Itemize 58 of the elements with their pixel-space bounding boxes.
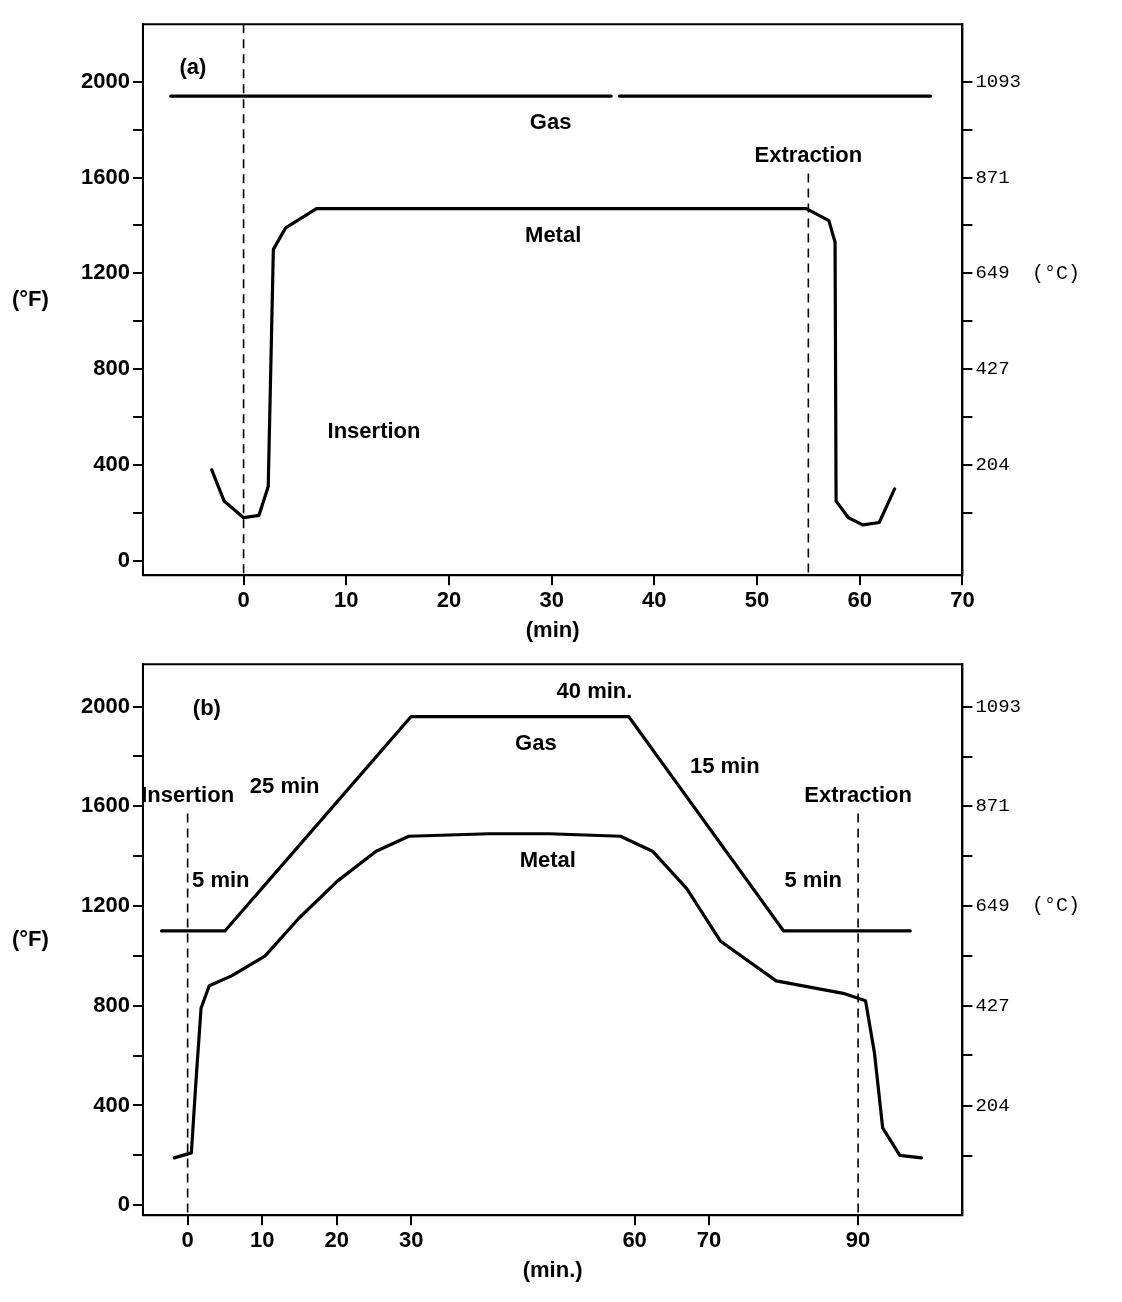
y-tick-label: 0 [117,546,130,572]
annotation: 40 min. [556,677,633,703]
x-tick-label: 10 [334,587,359,613]
x-tick-label: 50 [744,587,770,613]
y-axis-title: (°F) [12,285,49,311]
y-tick-label: 1200 [80,259,130,285]
series-label: Gas [529,109,572,135]
y-tick-label: 0 [117,1191,130,1217]
y-tick-label: 1200 [80,892,130,918]
y2-tick-label: 427 [975,358,1010,381]
x-tick-label: 60 [847,587,872,613]
series-label: Gas [515,729,557,755]
x-tick-label: 90 [845,1227,871,1253]
annotation: 25 min [249,772,320,798]
y-tick-label: 400 [93,451,130,477]
y2-tick-label: 871 [975,795,1010,818]
x-tick-label: 70 [696,1227,722,1253]
y-tick-label: 1600 [80,163,130,189]
y-tick-label: 1600 [80,792,130,818]
annotation: 5 min [192,867,250,893]
annotation: 5 min [784,867,842,893]
y-axis-title: (°F) [12,925,49,951]
ref-line-label: Extraction [754,142,863,168]
x-axis-title: (min) [525,616,580,642]
x-tick-label: 70 [950,587,975,613]
series-label: Metal [525,221,582,247]
x-tick-label: 0 [237,587,250,613]
x-tick-label: 40 [642,587,667,613]
y-tick-label: 2000 [80,67,130,93]
y-tick-label: 800 [93,991,130,1017]
y2-tick-label: 204 [975,454,1010,477]
x-tick-label: 30 [539,587,564,613]
x-axis-title: (min.) [522,1256,583,1282]
x-tick-label: 30 [398,1227,424,1253]
annotation: 15 min [689,752,760,778]
ref-line-label: Insertion [141,782,235,808]
y2-tick-label: 649 [975,895,1010,918]
annotation: Insertion [327,418,421,443]
annotation: (a) [179,53,207,79]
x-tick-label: 60 [622,1227,647,1253]
y2-axis-title: (°C) [1032,894,1081,918]
y2-tick-label: 204 [975,1094,1010,1117]
y-tick-label: 400 [93,1091,130,1117]
y2-tick-label: 1093 [975,695,1021,718]
x-tick-label: 10 [249,1227,275,1253]
annotation: (b) [192,694,221,720]
y2-axis-title: (°C) [1032,261,1081,285]
ref-line-label: Extraction [804,782,912,808]
y2-tick-label: 871 [975,166,1010,189]
x-tick-label: 0 [181,1227,194,1253]
y2-tick-label: 649 [975,262,1010,285]
x-tick-label: 20 [324,1227,349,1253]
y-tick-label: 800 [93,355,130,381]
series-label: Metal [519,846,576,872]
x-tick-label: 20 [436,587,462,613]
y2-tick-label: 1093 [975,70,1021,93]
y-tick-label: 2000 [80,692,130,718]
y2-tick-label: 427 [975,994,1010,1017]
